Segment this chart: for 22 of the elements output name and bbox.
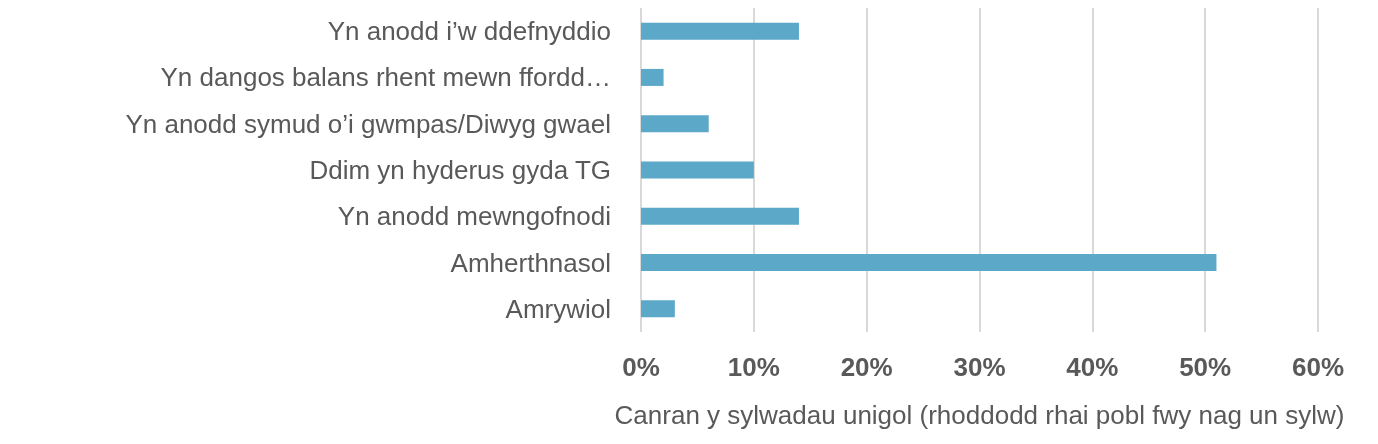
y-tick-label: Amherthnasol bbox=[450, 247, 611, 278]
bar bbox=[641, 207, 799, 225]
x-tick-label: 50% bbox=[1179, 352, 1232, 382]
y-tick-label: Yn anodd i’w ddefnyddio bbox=[327, 16, 611, 47]
y-tick-label: Yn anodd symud o’i gwmpas/Diwyg gwael bbox=[125, 108, 611, 139]
bar bbox=[641, 161, 754, 179]
x-axis-title: Canran y sylwadau unigol (rhoddodd rhai pobl fwy nag un sylw) bbox=[614, 400, 1345, 430]
y-tick-label: Ddim yn hyderus gyda TG bbox=[309, 155, 611, 185]
bar bbox=[641, 254, 1217, 272]
x-tick-label: 10% bbox=[727, 352, 780, 382]
bar bbox=[641, 115, 709, 133]
y-tick-label: Amrywiol bbox=[505, 293, 611, 324]
x-tick-label: 0% bbox=[622, 352, 660, 382]
x-tick-label: 30% bbox=[953, 352, 1006, 382]
y-tick-label: Yn dangos balans rhent mewn ffordd… bbox=[160, 62, 611, 93]
x-tick-label: 40% bbox=[1066, 352, 1119, 382]
x-tick-label: 20% bbox=[840, 352, 893, 382]
bar bbox=[641, 68, 664, 86]
y-tick-label: Yn anodd mewngofnodi bbox=[337, 201, 611, 232]
bar bbox=[641, 22, 799, 40]
bar bbox=[641, 300, 675, 318]
x-tick-label: 60% bbox=[1291, 352, 1345, 382]
